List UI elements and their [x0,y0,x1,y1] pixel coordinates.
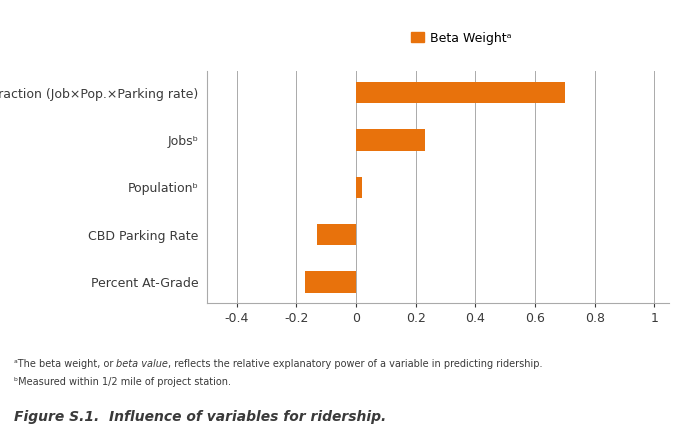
Bar [306,272,356,293]
Text: ᵃThe beta weight, or: ᵃThe beta weight, or [14,359,117,369]
Text: ᵇMeasured within 1/2 mile of project station.: ᵇMeasured within 1/2 mile of project sta… [14,377,230,387]
Bar [356,177,362,198]
Text: beta value: beta value [117,359,168,369]
Legend: Beta Weightᵃ: Beta Weightᵃ [406,27,516,50]
Bar [356,129,425,151]
Bar [356,82,565,103]
Bar [317,224,356,245]
Text: Figure S.1.  Influence of variables for ridership.: Figure S.1. Influence of variables for r… [14,410,386,424]
Text: , reflects the relative explanatory power of a variable in predicting ridership.: , reflects the relative explanatory powe… [168,359,542,369]
